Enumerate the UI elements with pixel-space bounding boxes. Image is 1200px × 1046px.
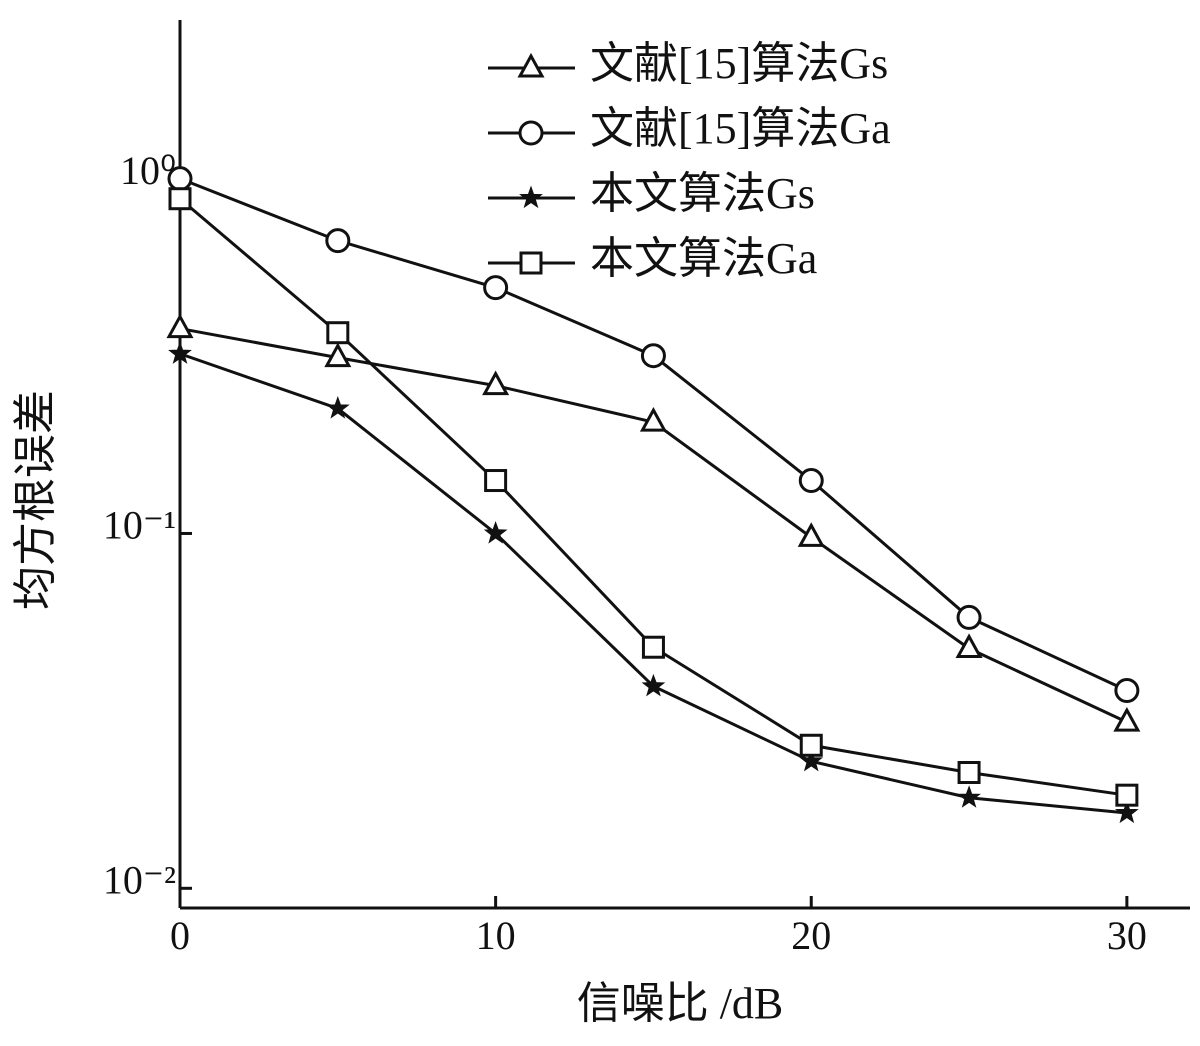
legend-marker <box>519 185 543 209</box>
marker <box>799 733 823 757</box>
y-tick-label: 10⁻¹ <box>103 503 176 548</box>
marker <box>798 468 824 494</box>
marker <box>639 407 667 432</box>
marker <box>326 396 350 419</box>
marker <box>955 633 983 659</box>
marker <box>482 370 510 396</box>
marker <box>168 341 192 364</box>
marker <box>1114 677 1140 703</box>
marker <box>484 469 508 493</box>
marker <box>957 785 981 808</box>
marker <box>325 228 351 254</box>
marker <box>483 521 508 544</box>
marker <box>641 673 666 697</box>
y-axis-label: 均方根误差 <box>11 390 60 610</box>
marker <box>326 321 350 345</box>
marker <box>166 313 194 339</box>
marker <box>956 604 982 630</box>
marker <box>167 166 193 192</box>
x-axis-label: 信噪比 /dB <box>577 979 784 1028</box>
marker <box>1115 783 1139 807</box>
series-line <box>179 327 1128 724</box>
y-tick-label: 10⁰ <box>120 148 176 193</box>
marker <box>797 522 825 547</box>
legend-marker <box>519 251 543 275</box>
legend-label: 文献[15]算法Ga <box>590 104 891 153</box>
marker <box>1114 800 1139 824</box>
marker <box>640 343 666 369</box>
marker <box>799 748 824 772</box>
marker <box>324 342 352 368</box>
legend-label: 本文算法Ga <box>590 234 817 283</box>
marker <box>1113 707 1141 732</box>
marker <box>641 635 665 659</box>
x-tick-label: 0 <box>170 913 190 958</box>
legend-marker <box>517 52 545 78</box>
x-tick-label: 20 <box>791 913 831 958</box>
legend-marker <box>518 120 544 146</box>
marker <box>168 187 192 211</box>
x-tick-label: 10 <box>476 913 516 958</box>
legend-label: 文献[15]算法Gs <box>590 39 888 88</box>
marker <box>483 275 509 301</box>
y-tick-label: 10⁻² <box>103 857 176 902</box>
legend-label: 本文算法Gs <box>590 169 815 218</box>
marker <box>957 761 981 785</box>
series-line <box>179 197 1128 797</box>
x-tick-label: 30 <box>1107 913 1147 958</box>
